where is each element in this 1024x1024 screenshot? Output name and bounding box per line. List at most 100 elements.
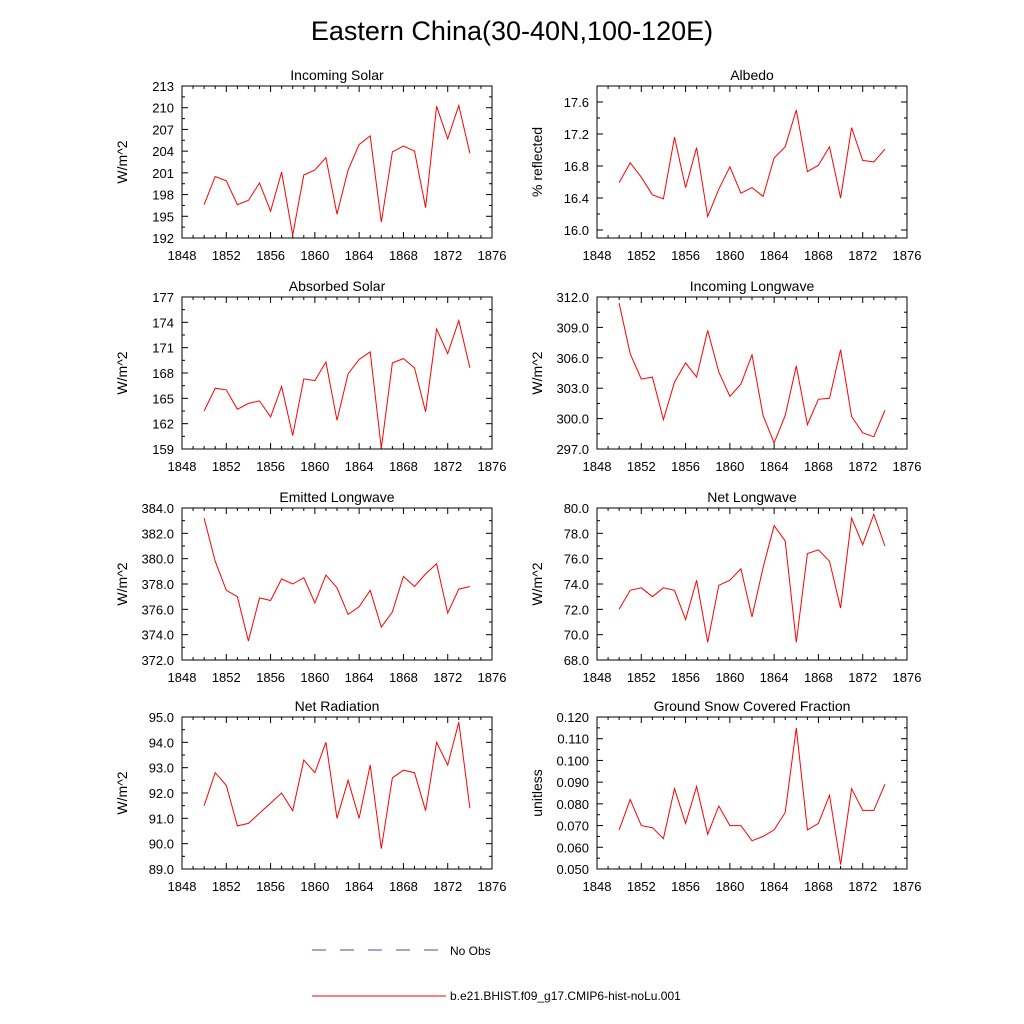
x-tick-label: 1876 bbox=[893, 879, 922, 894]
y-tick-label: 74.0 bbox=[564, 577, 589, 592]
panel-title: Net Longwave bbox=[707, 489, 797, 505]
y-tick-label: 378.0 bbox=[141, 577, 174, 592]
chart-panel-2: Albedo % reflected 1848 1852 1856 1860 1864 186… bbox=[529, 67, 921, 263]
plot-frame bbox=[181, 296, 493, 450]
x-tick-label: 1848 bbox=[168, 670, 197, 685]
x-tick-label: 1868 bbox=[389, 459, 418, 474]
x-tick-label: 1868 bbox=[389, 248, 418, 263]
x-tick-label: 1856 bbox=[671, 879, 700, 894]
y-tick-label: 17.2 bbox=[564, 127, 589, 142]
x-tick-label: 1860 bbox=[715, 879, 744, 894]
y-tick-label: 95.0 bbox=[149, 710, 174, 725]
y-tick-label: 68.0 bbox=[564, 653, 589, 668]
series-line-1 bbox=[203, 103, 471, 236]
y-tick-label: 168 bbox=[152, 366, 174, 381]
y-axis-label: W/m^2 bbox=[114, 351, 130, 394]
x-tick-label: 1868 bbox=[804, 879, 833, 894]
x-tick-label: 1872 bbox=[433, 670, 462, 685]
x-tick-label: 1856 bbox=[256, 670, 285, 685]
x-tick-label: 1848 bbox=[168, 248, 197, 263]
x-tick-label: 1852 bbox=[627, 670, 656, 685]
series-line-1 bbox=[618, 727, 886, 865]
x-tick-label: 1876 bbox=[893, 459, 922, 474]
x-tick-label: 1860 bbox=[300, 248, 329, 263]
x-tick-label: 1876 bbox=[478, 248, 507, 263]
series-line-1 bbox=[203, 318, 471, 449]
x-tick-label: 1860 bbox=[300, 670, 329, 685]
x-tick-label: 1876 bbox=[478, 670, 507, 685]
chart-panel-3: Absorbed Solar W/m^2 1848 1852 1856 1860 1864 1… bbox=[114, 278, 506, 474]
y-axis-label: W/m^2 bbox=[114, 140, 130, 183]
y-tick-label: 374.0 bbox=[141, 628, 174, 643]
y-tick-label: 91.0 bbox=[149, 811, 174, 826]
plot-frame bbox=[596, 716, 908, 870]
y-tick-label: 309.0 bbox=[556, 320, 589, 335]
y-tick-label: 0.070 bbox=[556, 819, 589, 834]
plot-frame bbox=[181, 507, 493, 661]
panel-title: Ground Snow Covered Fraction bbox=[654, 698, 851, 714]
y-tick-label: 159 bbox=[152, 442, 174, 457]
x-tick-label: 1872 bbox=[433, 459, 462, 474]
y-tick-label: 303.0 bbox=[556, 381, 589, 396]
panel-title: Absorbed Solar bbox=[289, 278, 386, 294]
y-tick-label: 16.4 bbox=[564, 191, 589, 206]
x-tick-label: 1860 bbox=[715, 459, 744, 474]
x-tick-label: 1876 bbox=[893, 248, 922, 263]
x-tick-label: 1848 bbox=[583, 879, 612, 894]
y-tick-label: 89.0 bbox=[149, 862, 174, 877]
x-tick-label: 1868 bbox=[804, 248, 833, 263]
y-axis-label: W/m^2 bbox=[114, 771, 130, 814]
y-tick-label: 380.0 bbox=[141, 552, 174, 567]
plot-frame bbox=[596, 507, 908, 661]
y-tick-label: 192 bbox=[152, 231, 174, 246]
y-axis-label: % reflected bbox=[529, 127, 545, 197]
x-tick-label: 1872 bbox=[848, 248, 877, 263]
y-tick-label: 92.0 bbox=[149, 786, 174, 801]
plot-frame bbox=[596, 296, 908, 450]
x-tick-label: 1852 bbox=[627, 879, 656, 894]
plot-frame bbox=[596, 85, 908, 239]
plot-frame bbox=[181, 85, 493, 239]
x-tick-label: 1872 bbox=[433, 879, 462, 894]
y-tick-label: 0.120 bbox=[556, 710, 589, 725]
y-tick-label: 162 bbox=[152, 417, 174, 432]
y-tick-label: 0.050 bbox=[556, 862, 589, 877]
x-tick-label: 1848 bbox=[583, 670, 612, 685]
x-tick-label: 1856 bbox=[256, 459, 285, 474]
y-tick-label: 0.100 bbox=[556, 753, 589, 768]
x-tick-label: 1848 bbox=[583, 248, 612, 263]
chart-panel-7: Net Radiation W/m^2 1848 1852 1856 1860 1864 18… bbox=[114, 698, 506, 894]
x-tick-label: 1872 bbox=[848, 459, 877, 474]
y-tick-label: 297.0 bbox=[556, 442, 589, 457]
y-tick-label: 0.090 bbox=[556, 775, 589, 790]
y-axis-label: W/m^2 bbox=[529, 351, 545, 394]
chart-panel-5: Emitted Longwave W/m^2 1848 1852 1856 1860 186… bbox=[114, 489, 506, 685]
y-tick-label: 165 bbox=[152, 391, 174, 406]
x-tick-label: 1848 bbox=[168, 459, 197, 474]
y-tick-label: 300.0 bbox=[556, 412, 589, 427]
series-line-1 bbox=[203, 517, 471, 642]
y-tick-label: 70.0 bbox=[564, 628, 589, 643]
series-line-1 bbox=[203, 721, 471, 849]
y-tick-label: 376.0 bbox=[141, 602, 174, 617]
legend-label-no-obs: No Obs bbox=[450, 944, 491, 958]
y-tick-label: 90.0 bbox=[149, 837, 174, 852]
panel-title: Net Radiation bbox=[295, 698, 380, 714]
y-tick-label: 177 bbox=[152, 290, 174, 305]
x-tick-label: 1860 bbox=[300, 459, 329, 474]
y-tick-label: 372.0 bbox=[141, 653, 174, 668]
x-tick-label: 1860 bbox=[300, 879, 329, 894]
x-tick-label: 1864 bbox=[345, 670, 374, 685]
y-tick-label: 213 bbox=[152, 79, 174, 94]
x-tick-label: 1856 bbox=[671, 248, 700, 263]
y-tick-label: 198 bbox=[152, 188, 174, 203]
x-tick-label: 1856 bbox=[256, 248, 285, 263]
x-tick-label: 1856 bbox=[671, 459, 700, 474]
y-tick-label: 76.0 bbox=[564, 552, 589, 567]
x-tick-label: 1868 bbox=[389, 879, 418, 894]
x-tick-label: 1868 bbox=[389, 670, 418, 685]
x-tick-label: 1872 bbox=[433, 248, 462, 263]
x-tick-label: 1852 bbox=[212, 670, 241, 685]
figure-title: Eastern China(30-40N,100-120E) bbox=[311, 16, 713, 46]
panel-title: Emitted Longwave bbox=[279, 489, 394, 505]
